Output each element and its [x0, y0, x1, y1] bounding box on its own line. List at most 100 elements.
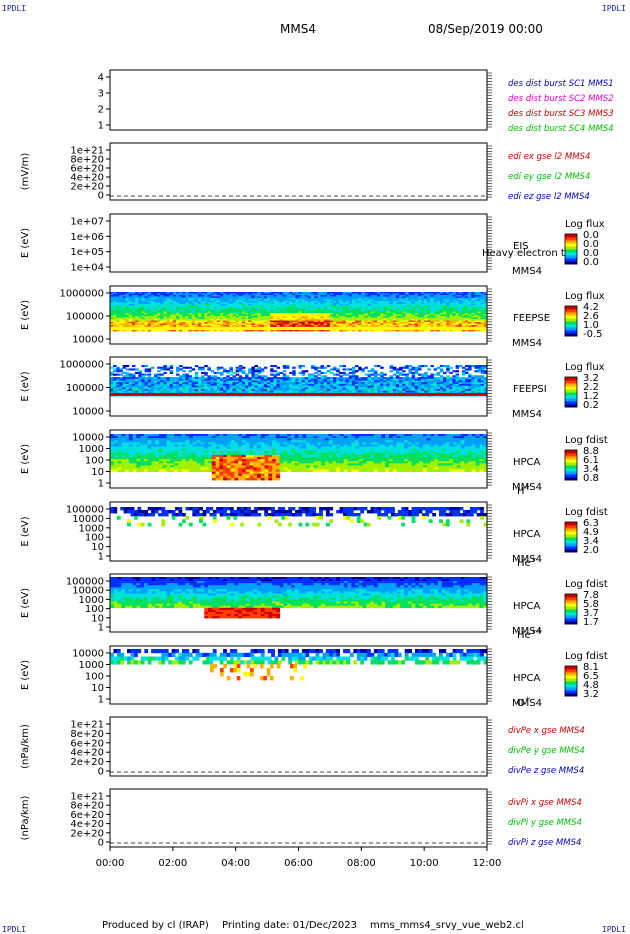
feepse-cell [125, 319, 130, 321]
feepsi-cell [241, 390, 246, 393]
feepsi-cell [439, 387, 444, 390]
colorbar-frame [564, 305, 578, 337]
y-tick-label: 1e+04 [70, 263, 104, 274]
feepsi-cell [452, 378, 456, 381]
feepsi-cell [439, 377, 444, 380]
feepsi-cell [154, 383, 158, 386]
feepse-cell [339, 308, 343, 311]
feepse-cell [405, 314, 409, 317]
feepse-cell [465, 292, 469, 294]
feepse-cell [179, 323, 183, 326]
feepse-cell [320, 302, 324, 305]
feepsi-cell [289, 387, 293, 390]
feepse-cell [339, 301, 343, 303]
feepsi-cell [468, 385, 472, 388]
feepse-cell [348, 293, 353, 296]
feepse-cell [311, 319, 315, 321]
feepsi-cell [273, 378, 277, 381]
feepse-cell [282, 295, 287, 297]
feepsi-cell [198, 382, 202, 385]
feepse-cell [329, 329, 334, 332]
feepsi-cell [166, 383, 171, 386]
feepsi-cell [370, 387, 375, 390]
feepse-cell [317, 296, 321, 299]
feepse-cell [317, 316, 321, 318]
feepsi-cell [110, 371, 114, 374]
feepse-cell [455, 313, 460, 315]
feepse-cell [132, 319, 136, 321]
feepse-cell [223, 319, 227, 321]
feepsi-cell [216, 377, 221, 380]
feepsi-cell [436, 383, 441, 386]
feepse-cell [364, 322, 368, 324]
feepse-cell [333, 305, 337, 308]
feepsi-cell [427, 368, 431, 371]
feepse-cell [399, 319, 403, 321]
feepsi-cell [110, 383, 114, 386]
feepse-cell [373, 295, 378, 297]
feepse-cell [314, 319, 318, 321]
feepse-cell [345, 314, 350, 317]
feepse-cell [172, 296, 177, 299]
feepse-cell [471, 311, 475, 314]
feepse-cell [276, 301, 280, 303]
feepsi-cell [373, 387, 378, 390]
feepse-cell [248, 302, 252, 305]
feepse-cell [267, 316, 271, 318]
feepsi-cell [160, 385, 164, 388]
feepse-cell [414, 308, 419, 311]
feepse-cell [323, 325, 328, 327]
feepsi-cell [411, 375, 416, 378]
feepse-cell [210, 313, 214, 315]
feepse-cell [333, 296, 337, 299]
feepsi-cell [257, 370, 262, 373]
feepse-cell [235, 304, 240, 306]
feepse-cell [176, 325, 180, 327]
feepse-cell [245, 307, 249, 309]
feepsi-cell [351, 377, 356, 380]
feepsi-cell [251, 377, 255, 380]
feepsi-cell [276, 380, 280, 383]
feepsi-cell [339, 375, 343, 378]
feepse-cell [298, 307, 302, 309]
feepsi-cell [446, 387, 450, 390]
feepse-cell [399, 302, 403, 305]
feepse-cell [351, 320, 356, 323]
feepse-cell [355, 311, 359, 314]
feepse-cell [257, 311, 262, 314]
feepsi-cell [260, 390, 265, 393]
feepse-cell [480, 325, 485, 327]
feepse-cell [182, 296, 186, 299]
feepse-cell [169, 302, 174, 305]
feepse-cell [141, 314, 145, 317]
feepsi-cell [314, 380, 318, 383]
feepse-cell [430, 308, 434, 311]
feepse-cell [182, 310, 186, 312]
feepsi-cell [194, 373, 199, 376]
feepsi-cell [132, 387, 136, 390]
feepsi-cell [301, 387, 306, 390]
feepse-cell [304, 293, 309, 296]
feepsi-cell [417, 373, 422, 376]
feepse-cell [477, 305, 482, 308]
feepse-cell [122, 301, 127, 303]
feepse-cell [207, 322, 211, 324]
feepse-cell [329, 316, 334, 318]
feepse-cell [405, 316, 409, 318]
feepse-cell [311, 304, 315, 306]
feepsi-cell [414, 387, 419, 390]
feepsi-cell [298, 380, 302, 383]
feepse-cell [157, 316, 161, 318]
feepse-cell [185, 316, 189, 318]
feepsi-cell [241, 377, 246, 380]
feepsi-cell [166, 377, 171, 380]
feepse-cell [392, 299, 397, 302]
feepse-cell [279, 296, 284, 299]
feepsi-cell [113, 380, 117, 383]
feepse-cell [361, 304, 365, 306]
feepsi-cell [373, 385, 378, 388]
feepsi-cell [339, 389, 343, 392]
feepse-cell [399, 301, 403, 303]
feepse-cell [254, 296, 258, 299]
